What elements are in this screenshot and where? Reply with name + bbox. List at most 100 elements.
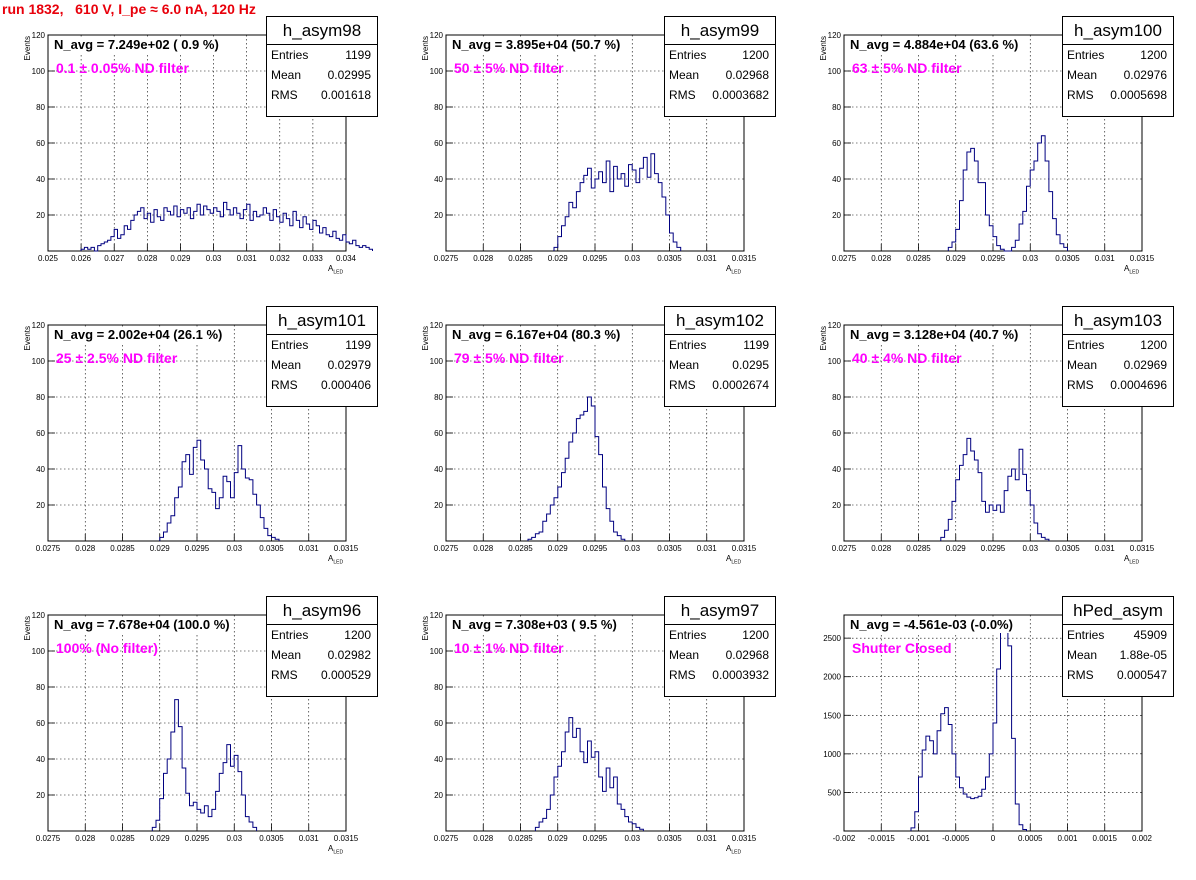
plot-frame [445,34,745,252]
stats-value-mean: 0.02969 [1123,358,1167,372]
stats-value-mean: 0.02995 [327,68,371,82]
x-tick-label: 0.028 [75,834,96,843]
y-tick-label: 100 [32,67,46,76]
x-tick-label: 0.03 [226,544,242,553]
x-tick-label: 0.028 [871,544,892,553]
y-tick-label: 120 [32,31,46,40]
x-tick-label: 0.0285 [110,834,135,843]
x-tick-label: 0.0295 [185,834,210,843]
x-tick-label: 0.031 [299,544,320,553]
x-tick-label: 0.029 [150,544,171,553]
x-axis-label-main: A [1124,264,1130,273]
plot-frame [843,34,1143,252]
x-tick-label: 0.026 [71,254,92,263]
x-tick-label: 0.029 [150,834,171,843]
y-tick-label: 40 [36,755,45,764]
y-tick-label: 80 [434,103,443,112]
x-tick-label: 0.029 [548,544,569,553]
stats-value-entries: 1199 [743,338,769,352]
x-tick-label: 0.03 [624,254,640,263]
x-tick-label: 0.0275 [36,544,61,553]
figure-title: run 1832, 610 V, I_pe ≈ 6.0 nA, 120 Hz [2,1,256,17]
y-tick-label: 1000 [823,750,841,759]
y-tick-label: 80 [36,683,45,692]
x-tick-label: 0.0285 [110,544,135,553]
x-tick-label: 0.028 [75,544,96,553]
y-tick-label: 40 [434,465,443,474]
stats-label-rms: RMS [271,88,298,102]
x-tick-label: 0.0285 [906,254,931,263]
y-tick-label: 80 [832,103,841,112]
stats-label-entries: Entries [669,338,707,352]
x-tick-label: 0.034 [336,254,357,263]
stats-value-mean: 0.02976 [1123,68,1167,82]
histogram-panel-asym101: 0.0275 0.028 0.0285 0.029 0.0295 0.03 0.0305 0.… [0,300,398,590]
x-tick-label: -0.0005 [942,834,970,843]
x-tick-label: 0.031 [1095,254,1116,263]
x-tick-label: 0.0315 [334,834,359,843]
navg-label: N_avg = 7.249e+02 ( 0.9 %) [54,37,219,53]
x-tick-label: 0.0285 [906,544,931,553]
stats-value-entries: 1199 [345,338,371,352]
stats-row-rms: RMS 0.0003682 [665,85,775,105]
stats-box: h_asym97 Entries 1200 Mean 0.02968 RMS 0.00039… [664,596,776,697]
filter-label: Shutter Closed [852,640,952,656]
y-tick-label: 120 [828,31,842,40]
x-axis-label-main: A [328,554,334,563]
x-tick-label: 0.032 [270,254,291,263]
navg-label: N_avg = -4.561e-03 (-0.0%) [850,617,1013,633]
y-tick-label: 2000 [823,673,841,682]
x-tick-label: -0.001 [907,834,930,843]
stats-value-entries: 1200 [1140,338,1167,352]
histogram-series [151,699,258,831]
stats-row-rms: RMS 0.000529 [267,665,377,685]
filter-label: 79 ± 5% ND filter [454,350,564,366]
stats-value-rms: 0.0004696 [1110,378,1167,392]
stats-label-rms: RMS [271,378,298,392]
x-tick-label: 0.0305 [657,834,682,843]
x-tick-label: 0.03 [624,544,640,553]
filter-label: 63 ± 5% ND filter [852,60,962,76]
histogram-series [80,201,373,252]
stats-row-mean: Mean 1.88e-05 [1063,645,1173,665]
stats-label-mean: Mean [1067,68,1098,82]
y-tick-label: 120 [430,321,444,330]
stats-box: h_asym96 Entries 1200 Mean 0.02982 RMS 0.00052… [266,596,378,697]
histogram-panel-asym102: 0.0275 0.028 0.0285 0.029 0.0295 0.03 0.0305 0.… [398,300,796,590]
y-tick-label: 80 [434,683,443,692]
stats-row-entries: Entries 1199 [665,335,775,355]
x-tick-label: 0 [991,834,996,843]
x-tick-label: 0.033 [303,254,324,263]
stats-label-rms: RMS [1067,88,1094,102]
x-tick-label: 0.0005 [1018,834,1043,843]
navg-label: N_avg = 7.678e+04 (100.0 %) [54,617,230,633]
histogram-name: h_asym100 [1063,17,1173,45]
stats-value-rms: 0.0003932 [712,668,769,682]
x-axis-label: ALED [726,264,741,276]
x-tick-label: 0.0295 [583,544,608,553]
x-axis-label-main: A [726,844,732,853]
filter-label: 100% (No filter) [56,640,158,656]
x-tick-label: 0.0295 [583,254,608,263]
stats-row-rms: RMS 0.0002674 [665,375,775,395]
x-axis-label: ALED [328,844,343,856]
stats-label-entries: Entries [271,628,309,642]
x-axis-label-main: A [328,844,334,853]
x-tick-label: 0.028 [473,834,494,843]
y-tick-label: 20 [36,501,45,510]
y-tick-label: 500 [828,788,842,797]
plot-frame [843,324,1143,542]
y-tick-label: 60 [36,429,45,438]
histogram-name: h_asym103 [1063,307,1173,335]
x-tick-label: 0.03 [1022,544,1038,553]
x-tick-label: 0.0275 [832,544,857,553]
plot-frame [47,614,347,832]
y-tick-label: 120 [32,611,46,620]
x-axis-label: ALED [328,554,343,566]
y-tick-label: 60 [832,139,841,148]
x-tick-label: 0.0285 [508,254,533,263]
histogram-series [527,396,626,541]
stats-value-entries: 1200 [1140,48,1167,62]
x-tick-label: 0.029 [170,254,191,263]
stats-box: h_asym102 Entries 1199 Mean 0.0295 RMS 0.00026… [664,306,776,407]
